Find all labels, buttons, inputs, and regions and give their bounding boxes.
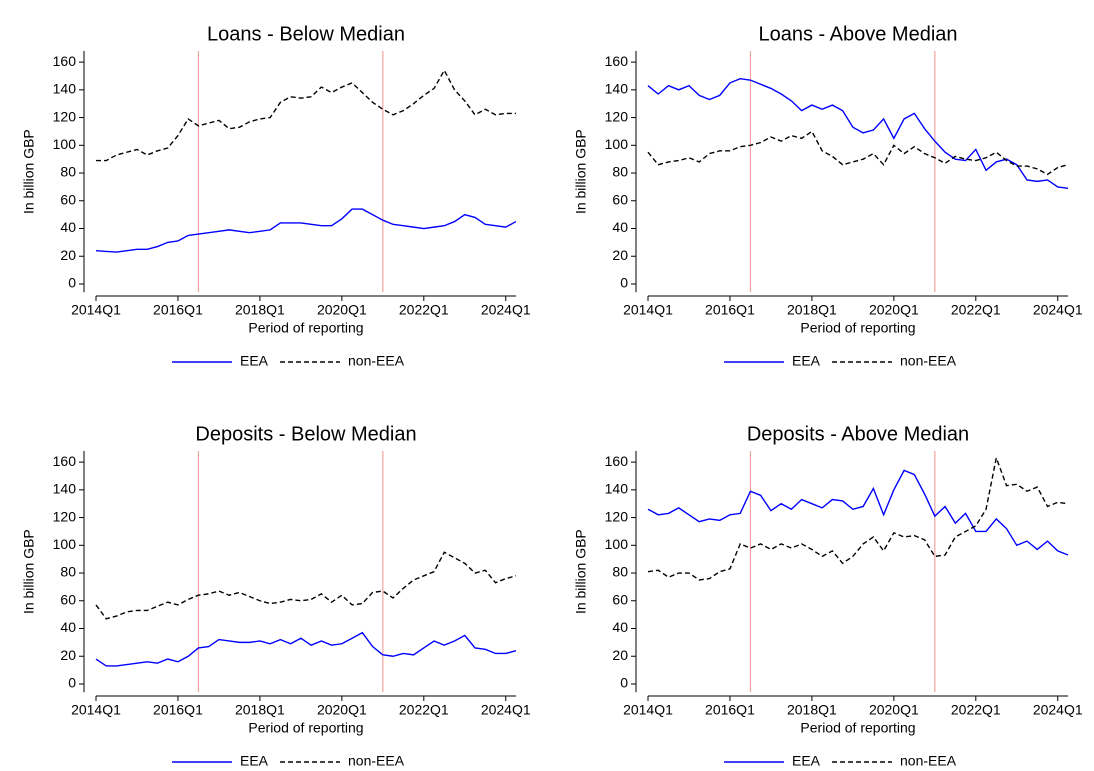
x-tick-label: 2016Q1: [153, 702, 203, 718]
x-tick-label: 2014Q1: [623, 702, 673, 718]
x-tick-label: 2014Q1: [71, 702, 121, 718]
y-tick-label: 100: [53, 536, 77, 552]
chart-title: Deposits - Below Median: [195, 423, 416, 445]
y-tick-label: 60: [612, 591, 628, 607]
x-tick-label: 2020Q1: [317, 702, 367, 718]
legend-label: EEA: [240, 753, 269, 769]
x-axis-label: Period of reporting: [248, 320, 363, 336]
legend-label: EEA: [792, 753, 821, 769]
x-tick-label: 2018Q1: [787, 302, 837, 318]
x-tick-label: 2020Q1: [869, 702, 919, 718]
y-tick-label: 20: [612, 247, 628, 263]
y-tick-label: 0: [68, 275, 76, 291]
y-tick-label: 60: [60, 191, 76, 207]
data-line: [95, 631, 517, 667]
x-tick-label: 2022Q1: [951, 302, 1001, 318]
data-line: [647, 78, 1069, 189]
x-tick-label: 2024Q1: [481, 702, 531, 718]
y-tick-label: 40: [60, 219, 76, 235]
x-tick-label: 2022Q1: [399, 302, 449, 318]
y-tick-label: 160: [605, 453, 629, 469]
legend-label: non-EEA: [348, 753, 405, 769]
y-axis-label: In billion GBP: [21, 529, 37, 614]
x-tick-label: 2014Q1: [623, 302, 673, 318]
x-tick-label: 2024Q1: [481, 302, 531, 318]
y-tick-label: 120: [605, 508, 629, 524]
x-tick-label: 2022Q1: [951, 702, 1001, 718]
y-tick-label: 60: [612, 191, 628, 207]
y-tick-label: 100: [53, 136, 77, 152]
x-tick-label: 2016Q1: [705, 702, 755, 718]
x-axis-label: Period of reporting: [248, 720, 363, 736]
y-tick-label: 140: [605, 481, 629, 497]
panel: Loans - Above Median 0 20 40 60 80 100 120 140 16…: [573, 23, 1083, 368]
data-line: [647, 469, 1069, 556]
y-tick-label: 80: [612, 164, 628, 180]
y-tick-label: 40: [60, 619, 76, 635]
data-line: [95, 551, 517, 620]
x-tick-label: 2018Q1: [235, 302, 285, 318]
chart-title: Deposits - Above Median: [747, 423, 969, 445]
y-tick-label: 80: [60, 564, 76, 580]
x-tick-label: 2024Q1: [1033, 702, 1083, 718]
y-tick-label: 60: [60, 591, 76, 607]
y-tick-label: 160: [605, 53, 629, 69]
y-tick-label: 160: [53, 53, 77, 69]
legend-label: EEA: [240, 353, 269, 369]
y-tick-label: 120: [53, 108, 77, 124]
x-tick-label: 2020Q1: [317, 302, 367, 318]
data-line: [647, 455, 1069, 581]
y-tick-label: 80: [60, 164, 76, 180]
data-line: [95, 208, 517, 253]
x-tick-label: 2016Q1: [153, 302, 203, 318]
x-tick-label: 2024Q1: [1033, 302, 1083, 318]
panel: Deposits - Below Median 0 20 40 60 80 100 120 14…: [21, 423, 531, 768]
y-tick-label: 160: [53, 453, 77, 469]
chart-title: Loans - Below Median: [207, 23, 405, 45]
x-axis-label: Period of reporting: [800, 720, 915, 736]
x-tick-label: 2018Q1: [235, 702, 285, 718]
y-tick-label: 80: [612, 564, 628, 580]
legend-label: EEA: [792, 353, 821, 369]
data-line: [96, 68, 516, 162]
y-axis-label: In billion GBP: [573, 529, 589, 614]
y-tick-label: 140: [53, 81, 77, 97]
y-axis-label: In billion GBP: [21, 129, 37, 214]
y-tick-label: 20: [60, 647, 76, 663]
y-tick-label: 0: [620, 675, 628, 691]
y-axis-label: In billion GBP: [573, 129, 589, 214]
y-tick-label: 100: [605, 136, 629, 152]
y-tick-label: 0: [620, 275, 628, 291]
y-tick-label: 140: [605, 81, 629, 97]
x-tick-label: 2022Q1: [399, 702, 449, 718]
x-tick-label: 2016Q1: [705, 302, 755, 318]
x-axis-label: Period of reporting: [800, 320, 915, 336]
y-tick-label: 20: [612, 647, 628, 663]
y-tick-label: 140: [53, 481, 77, 497]
x-tick-label: 2020Q1: [869, 302, 919, 318]
chart-title: Loans - Above Median: [758, 23, 957, 45]
panel: Loans - Below Median 0 20 40 60 80 100 120 140 16…: [21, 23, 531, 368]
legend-label: non-EEA: [900, 353, 957, 369]
data-line: [647, 130, 1069, 176]
y-tick-label: 0: [68, 675, 76, 691]
y-tick-label: 40: [612, 619, 628, 635]
y-tick-label: 40: [612, 219, 628, 235]
y-tick-label: 100: [605, 536, 629, 552]
x-tick-label: 2014Q1: [71, 302, 121, 318]
legend-label: non-EEA: [900, 753, 957, 769]
y-tick-label: 120: [53, 508, 77, 524]
x-tick-label: 2018Q1: [787, 702, 837, 718]
panel: Deposits - Above Median 0 20 40 60 80 100 120 14…: [573, 423, 1083, 768]
y-tick-label: 120: [605, 108, 629, 124]
legend-label: non-EEA: [348, 353, 405, 369]
y-tick-label: 20: [60, 247, 76, 263]
